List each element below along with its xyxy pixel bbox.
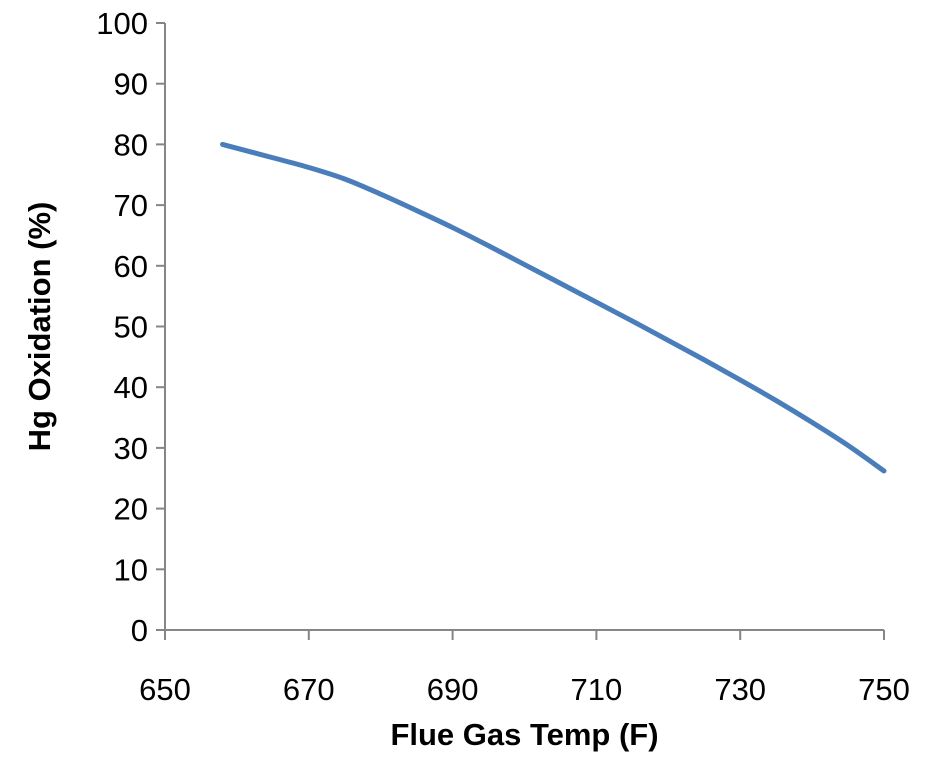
y-tick-label: 50 xyxy=(114,310,148,345)
x-axis-title: Flue Gas Temp (F) xyxy=(390,717,658,752)
x-tick-label: 690 xyxy=(427,672,479,707)
y-tick-label: 20 xyxy=(114,492,148,527)
x-tick-label: 670 xyxy=(283,672,335,707)
y-tick-label: 30 xyxy=(114,431,148,466)
x-tick-label: 710 xyxy=(571,672,623,707)
y-tick-label: 0 xyxy=(131,613,148,648)
y-tick-label: 60 xyxy=(114,249,148,284)
series-line-1 xyxy=(220,141,887,474)
y-axis: 0 10 20 30 40 50 60 70 80 90 100 xyxy=(96,6,166,648)
y-tick-label: 40 xyxy=(114,370,148,405)
x-axis: 650 670 690 710 730 750 xyxy=(139,629,910,707)
x-tick-label: 730 xyxy=(714,672,766,707)
y-axis-title: Hg Oxidation (%) xyxy=(22,202,57,452)
x-ticks: 650 670 690 710 730 750 xyxy=(139,630,910,707)
y-tick-label: 10 xyxy=(114,552,148,587)
x-tick-label: 750 xyxy=(858,672,910,707)
y-ticks: 0 10 20 30 40 50 60 70 80 90 100 xyxy=(96,6,165,648)
y-tick-label: 80 xyxy=(114,127,148,162)
y-tick-label: 100 xyxy=(96,6,148,41)
x-tick-label: 650 xyxy=(139,672,191,707)
y-tick-label: 90 xyxy=(114,67,148,102)
series-layer xyxy=(220,141,887,474)
y-tick-label: 70 xyxy=(114,188,148,223)
